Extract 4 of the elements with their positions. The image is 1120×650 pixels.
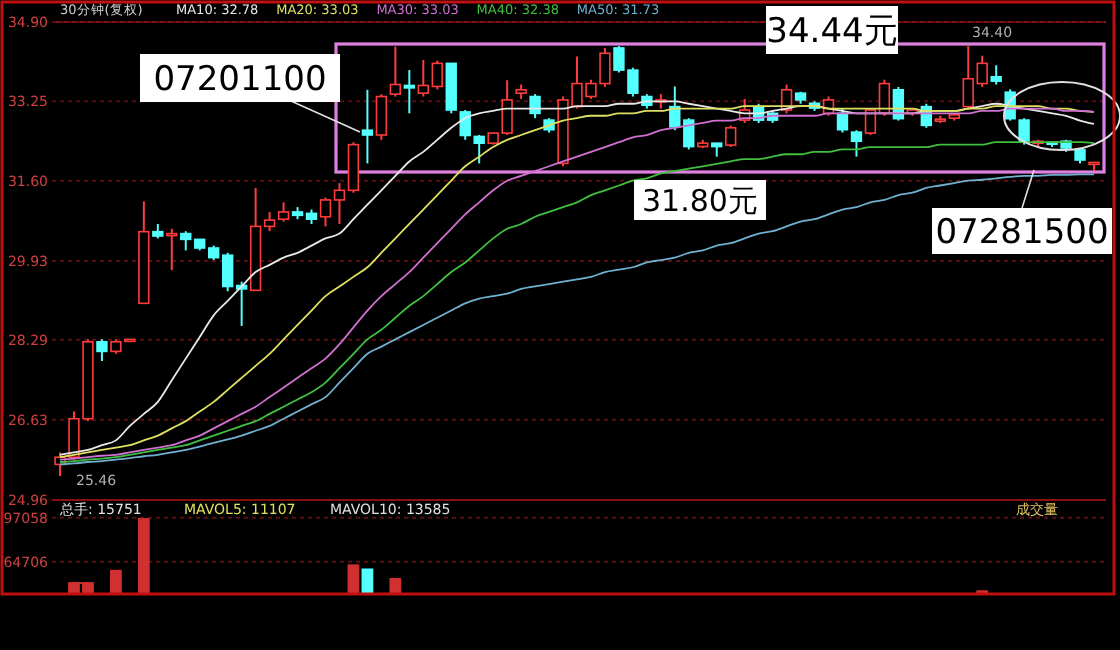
annotation: 07281500 bbox=[935, 213, 1109, 254]
annotation: 07201100 bbox=[153, 60, 327, 101]
annotation: 34.44元 bbox=[766, 12, 898, 53]
annotation: 31.80元 bbox=[642, 182, 758, 219]
